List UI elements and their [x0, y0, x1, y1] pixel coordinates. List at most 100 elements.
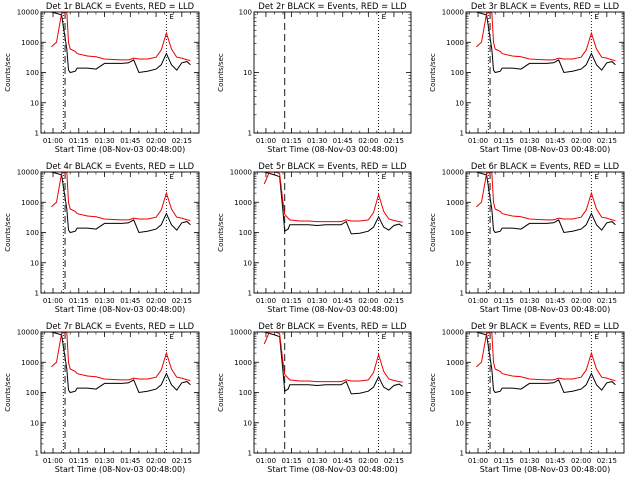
series-black-line — [476, 12, 616, 74]
x-tick-label: 01:15 — [69, 297, 89, 305]
y-tick-label: 1 — [35, 290, 39, 298]
e-marker-label: E — [594, 173, 598, 181]
x-tick-label: 02:15 — [597, 297, 617, 305]
panel-det-8r: Det 8r BLACK = Events, RED = LLD Counts/s… — [217, 321, 412, 474]
y-axis-label: Counts/sec — [429, 53, 437, 92]
panel-title: Det 6r BLACK = Events, RED = LLD — [471, 161, 619, 171]
x-tick-label: 01:45 — [120, 297, 140, 305]
x-tick-label: 02:00 — [571, 137, 591, 145]
plot-frame — [40, 331, 200, 454]
e-marker-label: E — [594, 13, 598, 21]
y-tick-label: 100 — [239, 389, 252, 397]
x-tick-label: 02:15 — [597, 457, 617, 465]
x-tick-label: 02:00 — [146, 297, 166, 305]
series-red-line — [50, 12, 191, 61]
panel-title: Det 2r BLACK = Events, RED = LLD — [258, 1, 406, 11]
y-tick-label: 10 — [455, 419, 464, 427]
x-axis-label: Start Time (08-Nov-03 00:48:00) — [55, 305, 185, 314]
x-tick-label: 01:00 — [43, 297, 63, 305]
plot-frame — [253, 11, 412, 134]
y-tick-label: 1 — [35, 130, 39, 138]
y-axis-label: Counts/sec — [217, 213, 225, 252]
panel-data — [263, 172, 403, 293]
x-axis-label: Start Time (08-Nov-03 00:48:00) — [480, 305, 610, 314]
plot-frame — [465, 171, 625, 294]
x-tick-label: 02:00 — [358, 297, 378, 305]
x-tick-label: 01:30 — [307, 297, 327, 305]
panel-det-2r: Det 2r BLACK = Events, RED = LLD Counts/s… — [217, 1, 412, 154]
plot-frame — [40, 11, 200, 134]
y-tick-label: 1000 — [446, 359, 464, 367]
y-tick-label: 100 — [239, 9, 252, 17]
y-tick-label: 100 — [451, 229, 464, 237]
e-marker-label: E — [594, 333, 598, 341]
e-marker-label: E — [169, 13, 173, 21]
plot-frame — [40, 171, 200, 294]
y-axis-label: Counts/sec — [217, 53, 225, 92]
x-tick-label: 01:30 — [94, 297, 114, 305]
y-tick-label: 1 — [460, 290, 464, 298]
x-tick-label: 02:15 — [384, 297, 404, 305]
y-tick-label: 100 — [239, 229, 252, 237]
x-tick-label: 01:45 — [333, 457, 353, 465]
e-marker-label: E — [382, 333, 386, 341]
y-tick-label: 1 — [248, 450, 252, 458]
x-tick-label: 01:30 — [307, 137, 327, 145]
y-tick-label: 10000 — [442, 329, 464, 337]
series-black-line — [51, 172, 191, 234]
x-tick-label: 02:00 — [146, 137, 166, 145]
y-tick-label: 10000 — [230, 329, 252, 337]
y-tick-label: 10 — [243, 259, 252, 267]
series-red-line — [475, 332, 616, 381]
y-tick-label: 10000 — [17, 9, 39, 17]
x-tick-label: 01:15 — [69, 137, 89, 145]
y-tick-label: 10 — [243, 69, 252, 77]
series-black-line — [51, 332, 191, 394]
y-tick-label: 1 — [35, 450, 39, 458]
panel-title: Det 1r BLACK = Events, RED = LLD — [46, 1, 194, 11]
x-tick-label: 01:45 — [120, 137, 140, 145]
x-tick-label: 01:45 — [545, 457, 565, 465]
x-tick-label: 02:15 — [172, 457, 192, 465]
x-tick-label: 01:00 — [468, 457, 488, 465]
x-tick-label: 01:15 — [494, 297, 514, 305]
x-tick-label: 01:30 — [94, 457, 114, 465]
y-tick-label: 1 — [460, 130, 464, 138]
x-tick-label: 01:30 — [519, 137, 539, 145]
series-red-line — [50, 172, 191, 221]
x-tick-label: 01:45 — [545, 137, 565, 145]
x-tick-label: 01:30 — [94, 137, 114, 145]
x-tick-label: 02:00 — [571, 297, 591, 305]
x-tick-label: 01:45 — [120, 457, 140, 465]
x-axis-label: Start Time (08-Nov-03 00:48:00) — [55, 465, 185, 474]
y-axis-label: Counts/sec — [429, 213, 437, 252]
panel-data — [50, 172, 191, 293]
y-tick-label: 1000 — [446, 199, 464, 207]
panel-data — [50, 12, 191, 133]
y-tick-label: 10000 — [17, 329, 39, 337]
y-tick-label: 1 — [248, 290, 252, 298]
y-tick-label: 10 — [243, 419, 252, 427]
panel-det-6r: Det 6r BLACK = Events, RED = LLD Counts/s… — [429, 161, 625, 314]
series-black-line — [476, 172, 616, 234]
y-axis-label: Counts/sec — [4, 373, 12, 412]
y-tick-label: 1000 — [234, 199, 252, 207]
e-marker-label: E — [169, 173, 173, 181]
panel-title: Det 9r BLACK = Events, RED = LLD — [471, 321, 619, 331]
x-tick-label: 01:00 — [43, 457, 63, 465]
x-axis-label: Start Time (08-Nov-03 00:48:00) — [267, 465, 397, 474]
series-red-line — [475, 172, 616, 221]
panel-data — [263, 332, 403, 453]
y-axis-label: Counts/sec — [217, 373, 225, 412]
panel-data — [475, 172, 616, 293]
y-tick-label: 1000 — [21, 39, 39, 47]
x-tick-label: 02:00 — [358, 137, 378, 145]
panel-det-1r: Det 1r BLACK = Events, RED = LLD Counts/s… — [4, 1, 200, 154]
y-tick-label: 10 — [455, 259, 464, 267]
y-tick-label: 1 — [248, 130, 252, 138]
y-tick-label: 100 — [26, 389, 39, 397]
x-tick-label: 01:15 — [281, 297, 301, 305]
x-tick-label: 02:15 — [384, 457, 404, 465]
series-black-line — [51, 12, 191, 74]
x-axis-label: Start Time (08-Nov-03 00:48:00) — [480, 145, 610, 154]
